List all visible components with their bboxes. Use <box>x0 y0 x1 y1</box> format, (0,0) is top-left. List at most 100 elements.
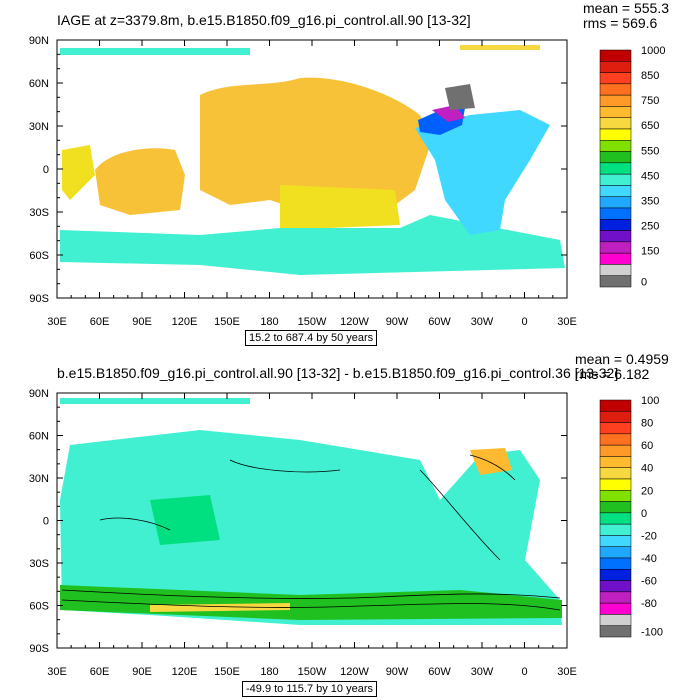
y-tick-label: 60N <box>29 431 49 443</box>
colorbar-label: 550 <box>641 145 659 157</box>
panel2-title: b.e15.B1850.f09_g16.pi_control.all.90 [1… <box>57 365 619 381</box>
colorbar-label: -40 <box>641 553 657 565</box>
colorbar-swatch <box>599 444 632 457</box>
colorbar-label: 0 <box>641 508 647 520</box>
colorbar-label: 60 <box>641 440 653 452</box>
colorbar-swatch <box>599 557 632 570</box>
panel1-colorbar: 1000 850 750 650 550 450 350 250 150 0 <box>599 45 665 288</box>
x-tick-label: 60W <box>428 666 451 678</box>
colorbar-label: -20 <box>641 530 657 542</box>
x-tick-label: 180 <box>260 666 278 678</box>
panel1-stats: mean = 555.3 rms = 569.6 <box>583 1 669 31</box>
x-tick-label: 30E <box>557 666 577 678</box>
colorbar-label: -80 <box>641 598 657 610</box>
colorbar-swatch <box>599 207 632 220</box>
colorbar-label: 450 <box>641 170 659 182</box>
panel1-regions <box>60 45 565 275</box>
colorbar-swatch <box>599 162 632 175</box>
colorbar-swatch <box>599 117 632 130</box>
colorbar-swatch <box>599 61 632 73</box>
colorbar-label: 850 <box>641 70 659 82</box>
x-tick-label: 120E <box>172 316 198 328</box>
panel2-stats: mean = 0.4959 rms = 6.182 <box>575 352 669 382</box>
x-tick-label: 60E <box>90 666 110 678</box>
x-tick-label: 90W <box>386 316 409 328</box>
colorbar-swatch <box>599 275 632 288</box>
colorbar-label: 80 <box>641 418 653 430</box>
contour-line-3 <box>419 469 501 561</box>
colorbar-swatch <box>599 523 632 536</box>
x-tick-label: 180 <box>260 316 278 328</box>
y-tick-label: 0 <box>43 516 49 528</box>
panel2-rms: rms = 6.182 <box>575 366 650 382</box>
colorbar-swatch <box>599 49 632 62</box>
x-tick-label: 60W <box>428 316 451 328</box>
colorbar-label: 20 <box>641 485 653 497</box>
colorbar-swatch <box>599 614 632 626</box>
contour-line-6 <box>99 517 171 531</box>
colorbar-swatch <box>599 456 632 468</box>
y-tick-label: 90N <box>29 35 49 47</box>
colorbar-swatch <box>599 625 632 638</box>
colorbar-swatch <box>599 490 632 502</box>
y-tick-label: 60N <box>29 78 49 90</box>
colorbar-swatch <box>599 580 632 593</box>
contour-line-4 <box>469 454 516 481</box>
colorbar-swatch <box>599 264 632 276</box>
y-tick-label: 0 <box>43 164 49 176</box>
colorbar-label: 250 <box>641 221 659 233</box>
colorbar-swatch <box>599 501 632 514</box>
x-tick-label: 90W <box>386 666 409 678</box>
arctic-strip-left <box>60 48 250 55</box>
colorbar-swatch <box>599 241 632 254</box>
colorbar-swatch <box>599 433 632 446</box>
region-global-ocean <box>60 430 562 625</box>
colorbar-swatch <box>599 151 632 164</box>
y-tick-label: 30N <box>29 473 49 485</box>
colorbar-label: -60 <box>641 576 657 588</box>
x-tick-label: 30E <box>47 316 67 328</box>
x-tick-label: 150W <box>298 666 327 678</box>
x-tick-label: 150W <box>298 316 327 328</box>
colorbar-swatch <box>599 140 632 152</box>
region-indian <box>95 148 185 215</box>
colorbar-swatch <box>599 252 632 265</box>
x-tick-label: 120E <box>172 666 198 678</box>
panel2-colorbar: 100 80 60 40 20 0 -20 -40 -60 -80 -100 <box>599 395 663 638</box>
colorbar-swatch <box>599 467 632 480</box>
panel2-mean: mean = 0.4959 <box>575 351 669 367</box>
colorbar-swatch <box>599 399 632 412</box>
colorbar-label: -100 <box>641 626 663 638</box>
x-tick-label: 30W <box>471 666 494 678</box>
x-tick-label: 120W <box>340 316 369 328</box>
colorbar-swatch <box>599 512 632 525</box>
x-tick-label: 30E <box>557 316 577 328</box>
region-south-pacific-band <box>280 185 400 230</box>
colorbar-swatch <box>599 106 632 118</box>
x-tick-label: 90E <box>132 316 152 328</box>
colorbar-swatch <box>599 128 632 141</box>
panel1-subtitle-box: 15.2 to 687.4 by 50 years <box>245 330 378 346</box>
x-tick-label: 150E <box>214 316 240 328</box>
y-tick-label: 30N <box>29 121 49 133</box>
colorbar-label: 650 <box>641 120 659 132</box>
panel2-map: 30E 60E 90E 120E 150E 180 150W 120W 90W 60W 30W 0 30… <box>29 388 577 678</box>
colorbar-swatch <box>599 411 632 423</box>
colorbar-swatch <box>599 602 632 615</box>
panel2-regions <box>60 398 562 625</box>
region-atlantic <box>415 110 550 235</box>
colorbar-swatch <box>599 173 632 186</box>
y-tick-label: 60S <box>29 601 49 613</box>
y-tick-label: 30S <box>29 207 49 219</box>
colorbar-swatch <box>599 230 632 243</box>
panel1-rms: rms = 569.6 <box>583 15 658 31</box>
colorbar-label: 100 <box>641 395 659 407</box>
colorbar-swatch <box>599 83 632 96</box>
x-tick-label: 90E <box>132 666 152 678</box>
colorbar-swatch <box>599 185 632 197</box>
colorbar-swatch <box>599 219 632 231</box>
colorbar-label: 0 <box>641 276 647 288</box>
colorbar-swatch <box>599 72 632 85</box>
arctic-strip-right <box>460 45 540 50</box>
